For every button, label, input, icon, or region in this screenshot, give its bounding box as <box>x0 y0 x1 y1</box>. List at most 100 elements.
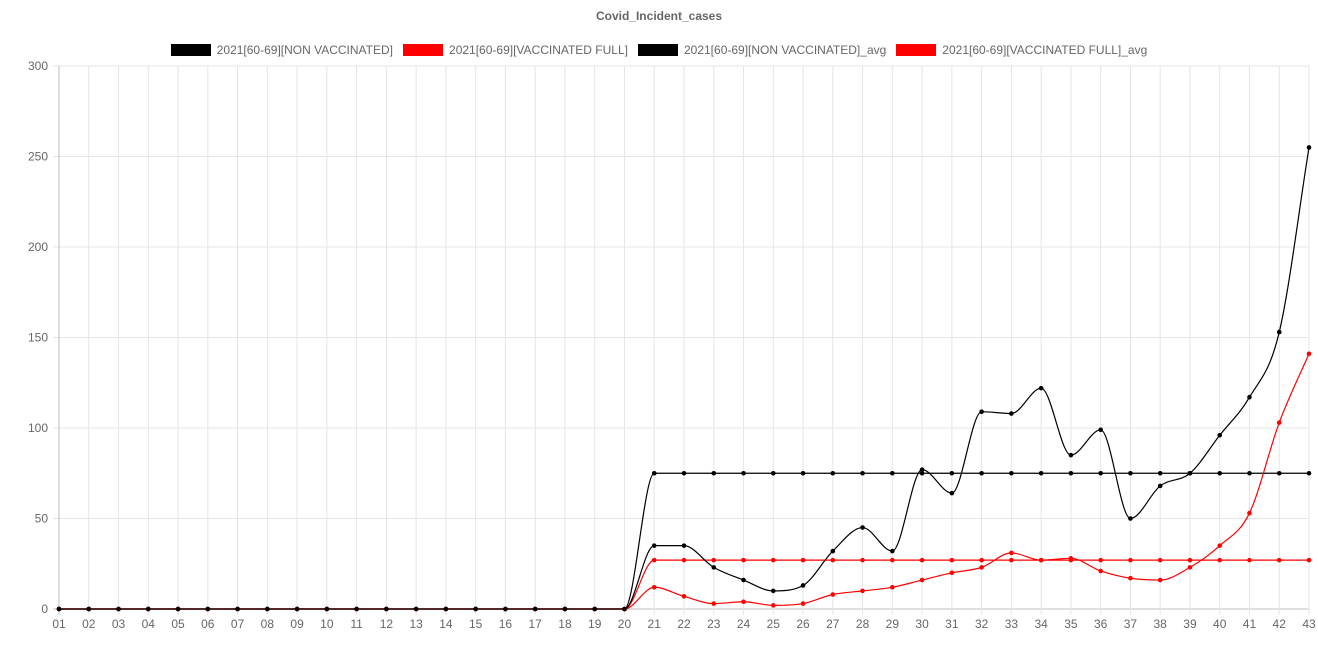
x-tick-label: 22 <box>677 617 691 631</box>
legend-swatch <box>637 44 678 56</box>
x-tick-label: 37 <box>1124 617 1138 631</box>
data-point <box>1276 420 1282 425</box>
x-tick-label: 07 <box>231 617 245 631</box>
legend: 2021[60-69][NON VACCINATED] 2021[60-69][… <box>0 41 1318 59</box>
data-point <box>473 606 478 612</box>
x-tick-label: 18 <box>558 617 572 631</box>
data-point <box>681 470 687 476</box>
legend-swatch <box>896 44 937 56</box>
data-point <box>711 601 717 606</box>
data-point <box>830 592 836 597</box>
data-point <box>979 409 984 415</box>
x-tick-label: 35 <box>1064 617 1078 631</box>
data-point <box>1068 556 1074 561</box>
data-point <box>1157 470 1163 476</box>
y-tick-label: 150 <box>28 331 48 345</box>
x-tick-label: 38 <box>1154 617 1168 631</box>
data-point <box>890 470 895 476</box>
data-point <box>622 606 627 612</box>
data-point <box>949 490 955 496</box>
data-point <box>354 606 359 612</box>
data-point <box>205 606 211 612</box>
data-point <box>1068 452 1074 458</box>
x-tick-label: 36 <box>1094 617 1108 631</box>
data-point <box>1038 470 1044 476</box>
x-tick-label: 02 <box>82 617 96 631</box>
data-point <box>979 557 984 563</box>
y-tick-label: 200 <box>28 240 48 254</box>
x-tick-label: 34 <box>1034 617 1048 631</box>
data-point <box>175 606 181 612</box>
data-point <box>770 588 776 594</box>
y-tick-label: 100 <box>28 421 48 435</box>
x-tick-label: 24 <box>737 617 751 631</box>
x-tick-label: 21 <box>648 617 662 631</box>
legend-item-vaccinated-full-avg[interactable]: 2021[60-69][VACCINATED FULL]_avg <box>896 43 1147 57</box>
data-point <box>919 557 925 563</box>
data-point <box>1276 470 1282 476</box>
data-point <box>1098 470 1103 476</box>
data-point <box>800 557 806 563</box>
legend-swatch <box>403 44 444 56</box>
legend-label: 2021[60-69][VACCINATED FULL]_avg <box>942 43 1148 57</box>
data-point <box>711 557 717 563</box>
data-point <box>1187 557 1193 563</box>
data-point <box>800 583 806 588</box>
x-tick-label: 29 <box>886 617 900 631</box>
data-point <box>890 548 895 554</box>
data-point <box>1247 470 1252 476</box>
data-point <box>681 594 687 599</box>
data-point <box>1157 557 1163 563</box>
y-tick-label: 50 <box>35 512 49 526</box>
data-point <box>681 543 687 548</box>
x-tick-label: 30 <box>915 617 929 631</box>
data-point <box>1128 470 1133 476</box>
data-point <box>949 557 955 563</box>
data-point <box>294 606 300 612</box>
data-point <box>651 470 657 476</box>
data-point <box>1306 470 1312 476</box>
data-point <box>145 606 151 612</box>
data-point <box>1009 470 1014 476</box>
data-point <box>979 470 984 476</box>
data-point <box>711 470 717 476</box>
data-point <box>1009 411 1014 416</box>
data-point <box>1038 557 1044 563</box>
data-point <box>1276 329 1282 335</box>
x-tick-label: 33 <box>1005 617 1019 631</box>
x-tick-label: 26 <box>796 617 810 631</box>
data-point <box>1098 568 1103 574</box>
x-tick-label: 15 <box>469 617 483 631</box>
x-tick-label: 28 <box>856 617 870 631</box>
data-point <box>384 606 389 612</box>
x-tick-label: 40 <box>1213 617 1227 631</box>
x-tick-label: 05 <box>171 617 185 631</box>
x-tick-label: 19 <box>588 617 602 631</box>
data-point <box>830 470 836 476</box>
data-point <box>1128 575 1133 581</box>
data-point <box>86 606 92 612</box>
data-point <box>1128 557 1133 563</box>
data-point <box>1276 557 1282 563</box>
data-point <box>830 548 836 554</box>
legend-item-non-vaccinated[interactable]: 2021[60-69][NON VACCINATED] <box>170 43 393 57</box>
data-point <box>1247 510 1252 516</box>
data-point <box>770 557 776 563</box>
data-point <box>562 606 568 612</box>
x-tick-label: 41 <box>1243 617 1257 631</box>
data-point <box>1187 565 1193 570</box>
data-point <box>1157 577 1163 583</box>
legend-label: 2021[60-69][VACCINATED FULL] <box>449 43 628 57</box>
legend-item-vaccinated-full[interactable]: 2021[60-69][VACCINATED FULL] <box>403 43 628 57</box>
data-point <box>1217 432 1223 438</box>
data-point <box>800 470 806 476</box>
legend-item-non-vaccinated-avg[interactable]: 2021[60-69][NON VACCINATED]_avg <box>637 43 886 57</box>
data-point <box>651 557 657 563</box>
x-tick-label: 23 <box>707 617 721 631</box>
x-tick-label: 01 <box>52 617 66 631</box>
data-point <box>741 557 746 563</box>
data-point <box>860 470 865 476</box>
data-point <box>413 606 419 612</box>
x-tick-label: 16 <box>499 617 513 631</box>
data-point <box>443 606 449 612</box>
